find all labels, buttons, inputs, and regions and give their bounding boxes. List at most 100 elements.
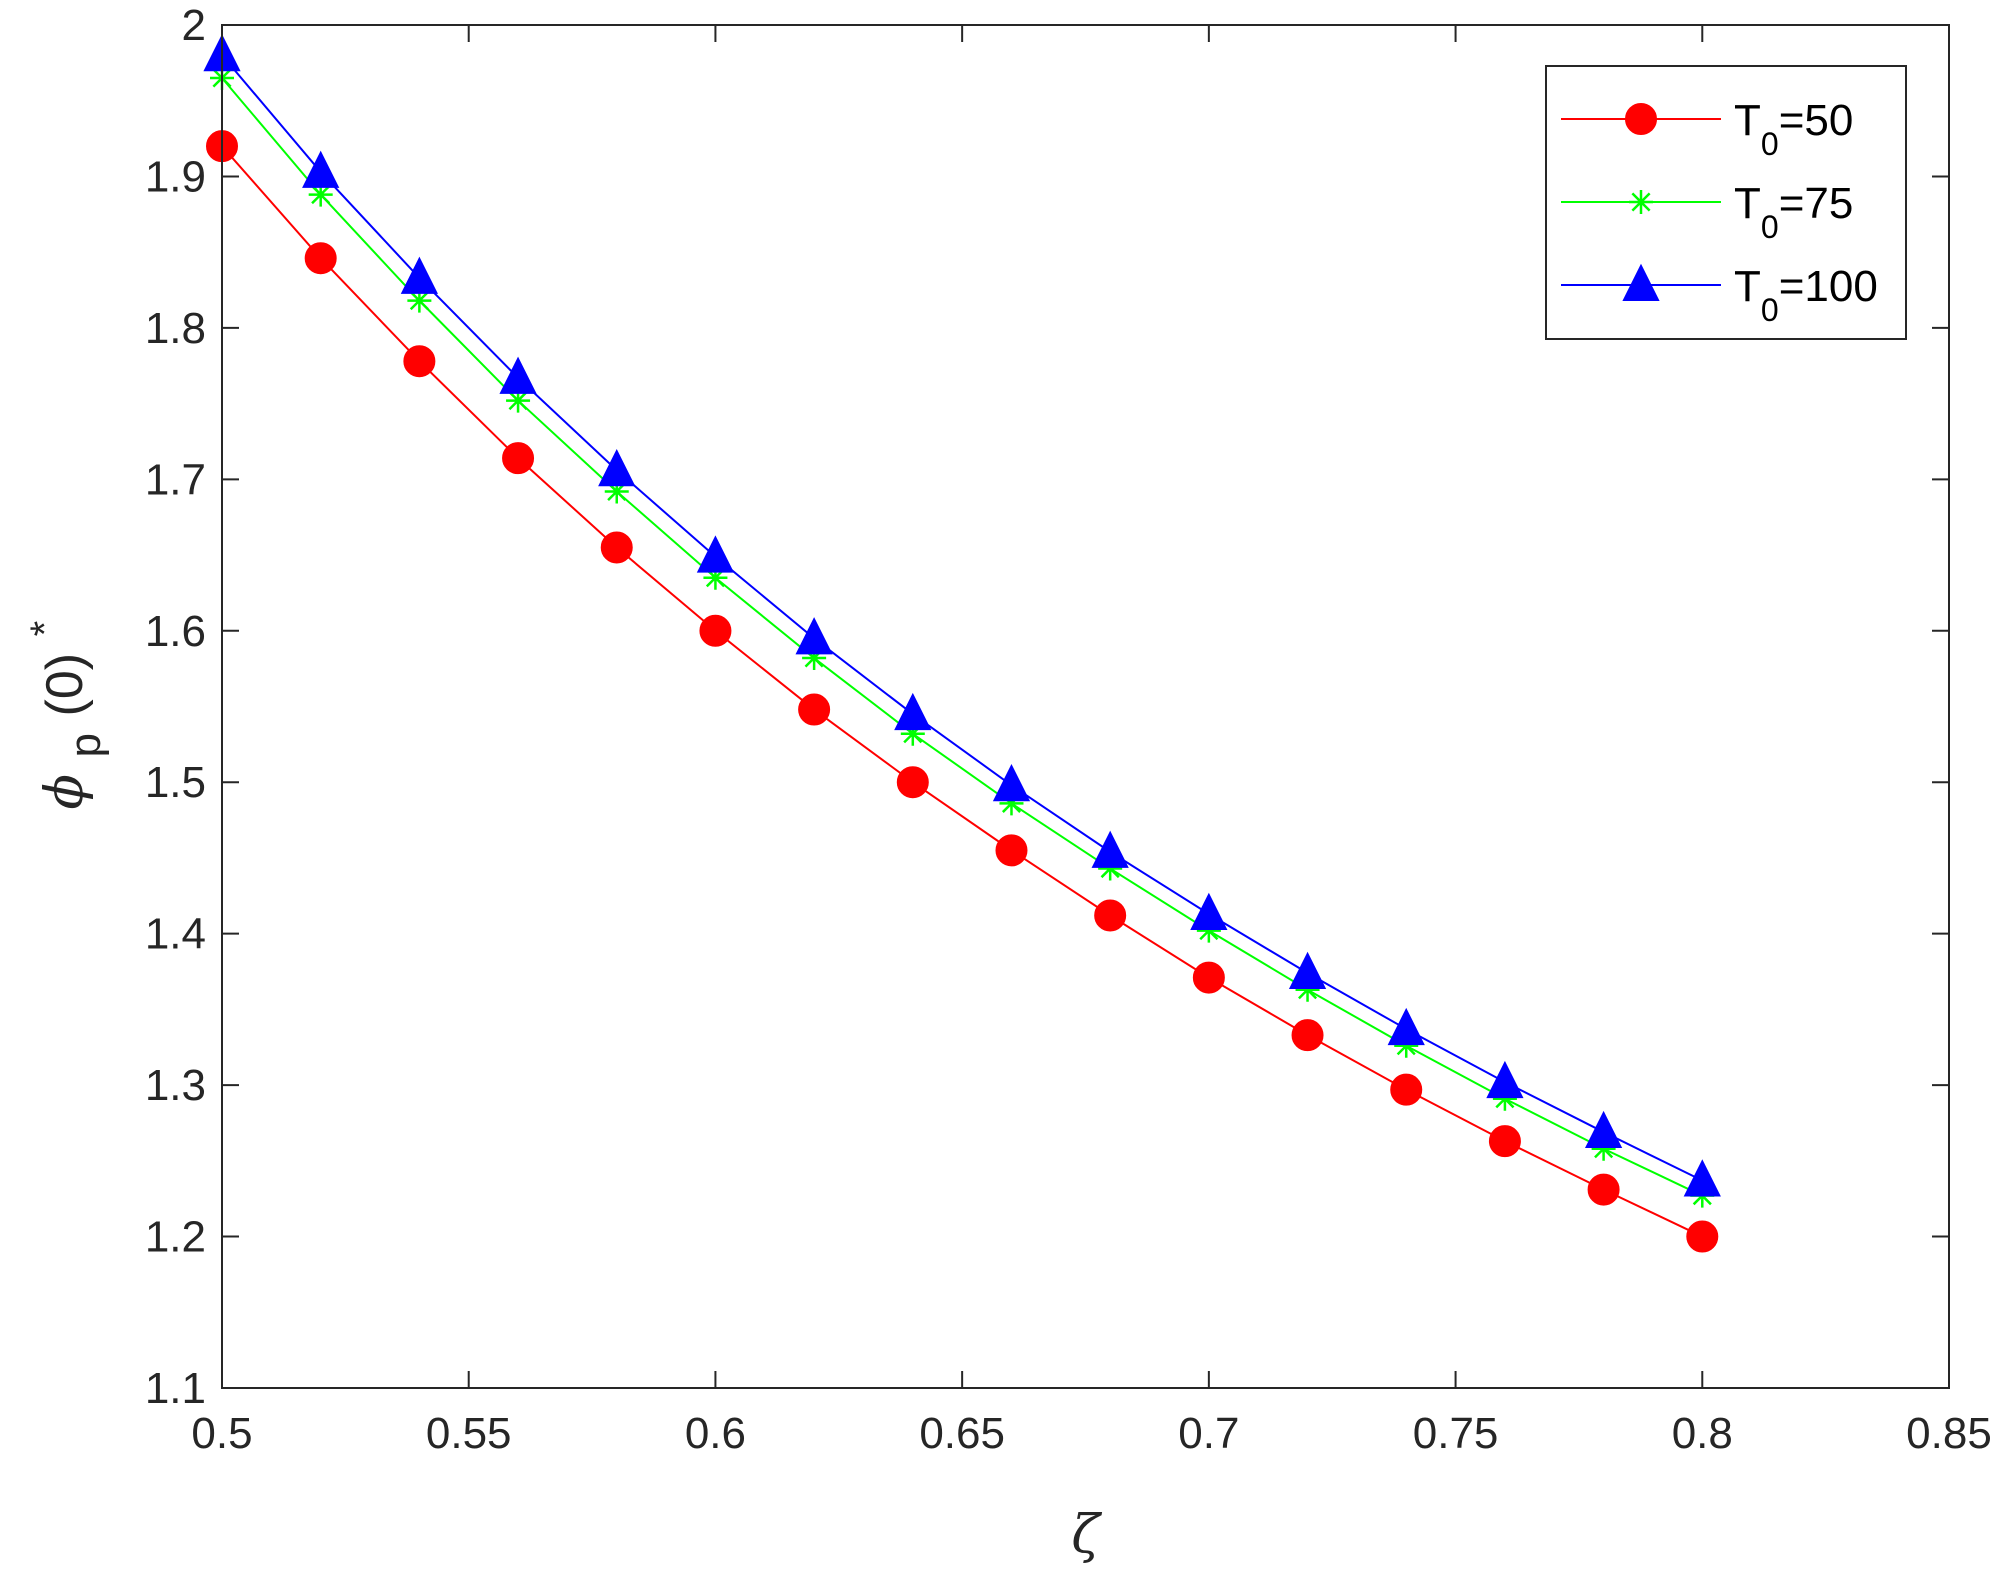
data-point — [1584, 1110, 1623, 1149]
plot-area — [203, 34, 1721, 1253]
data-point — [900, 721, 925, 746]
y-tick-label: 1.2 — [145, 1213, 206, 1262]
legend-label-value: =100 — [1779, 262, 1878, 311]
y-tick-label: 1.9 — [145, 152, 206, 201]
data-point — [1196, 918, 1221, 943]
legend-entry: T0=75 — [1561, 179, 1853, 245]
y-tick-label: 2 — [182, 1, 206, 50]
asterisk-strokes — [703, 565, 728, 590]
data-point — [1094, 899, 1127, 932]
asterisk-strokes — [506, 388, 531, 413]
data-point — [1387, 1007, 1425, 1046]
y-tick-label: 1.5 — [145, 758, 206, 807]
data-point — [1190, 892, 1228, 930]
data-point — [795, 617, 833, 655]
asterisk-strokes — [802, 646, 827, 671]
asterisk-strokes — [1591, 1136, 1616, 1161]
legend-label-base: T — [1734, 96, 1761, 145]
data-point — [403, 345, 436, 378]
y-axis-title-argument: (0) — [36, 653, 94, 717]
axes: 0.5 0.55 0.6 0.65 0.7 0.75 0.8 0.85 1.1 1.2 1.3 1.4… — [145, 1, 1992, 1458]
y-tick-label: 1.6 — [145, 607, 206, 656]
legend-label-subscript: 0 — [1761, 209, 1779, 245]
asterisk-strokes — [1629, 190, 1653, 214]
asterisk-strokes — [900, 721, 925, 746]
x-tick-label: 0.65 — [919, 1409, 1005, 1458]
legend-entry: T0=100 — [1561, 262, 1878, 328]
data-point — [499, 356, 537, 394]
series-line — [221, 145, 1703, 1238]
y-tick-label: 1.4 — [145, 910, 206, 959]
data-point — [999, 791, 1024, 816]
asterisk-strokes — [1394, 1033, 1419, 1058]
y-tick-label: 1.3 — [145, 1061, 206, 1110]
legend-label-subscript: 0 — [1761, 292, 1779, 328]
data-point — [1591, 1136, 1616, 1161]
y-tick-label: 1.8 — [145, 304, 206, 353]
legend-label: T0=50 — [1734, 96, 1853, 162]
asterisk-strokes — [1098, 856, 1123, 881]
data-point — [896, 766, 929, 799]
asterisk-strokes — [1295, 977, 1320, 1002]
plot-frame — [221, 24, 1950, 1389]
data-point — [1291, 1019, 1324, 1052]
x-tick-label: 0.7 — [1178, 1409, 1239, 1458]
data-point — [1486, 1060, 1524, 1099]
x-axis-title: ζ — [1071, 1505, 1102, 1565]
series-100 — [203, 34, 1721, 1197]
y-axis-title-superscript: * — [23, 621, 67, 637]
data-point — [302, 150, 340, 188]
y-axis-title: ϕ p (0) * — [23, 621, 113, 810]
legend-label-subscript: 0 — [1761, 126, 1779, 162]
data-point — [308, 182, 333, 207]
legend-label-value: =50 — [1779, 96, 1854, 145]
data-point — [1488, 1125, 1521, 1158]
data-point — [703, 565, 728, 590]
asterisk-strokes — [604, 479, 629, 504]
asterisk-strokes — [407, 288, 432, 313]
series-75 — [210, 66, 1715, 1208]
series-50 — [206, 130, 1719, 1253]
data-point — [600, 531, 633, 564]
data-point — [604, 479, 629, 504]
y-axis-title-subscript: p — [61, 733, 110, 757]
data-point — [1686, 1220, 1719, 1253]
series-line — [221, 77, 1703, 1197]
data-point — [802, 646, 827, 671]
x-tick-label: 0.8 — [1672, 1409, 1733, 1458]
y-tick-label: 1.7 — [145, 455, 206, 504]
data-point — [992, 764, 1031, 802]
asterisk-strokes — [1196, 918, 1221, 943]
x-tick-label: 0.6 — [685, 1409, 746, 1458]
legend-entry: T0=50 — [1561, 96, 1853, 162]
legend-marker — [1629, 190, 1653, 214]
data-point — [502, 442, 535, 475]
data-point — [894, 692, 932, 731]
legend-label: T0=75 — [1734, 179, 1853, 245]
asterisk-strokes — [999, 791, 1024, 816]
x-tick-label: 0.85 — [1906, 1409, 1992, 1458]
data-point — [1492, 1086, 1517, 1111]
data-point — [995, 834, 1028, 867]
legend-marker — [1622, 263, 1660, 301]
y-tick-label: 1.1 — [145, 1364, 206, 1413]
data-point — [696, 535, 735, 573]
legend-label-value: =75 — [1779, 179, 1854, 228]
data-point — [1394, 1033, 1419, 1058]
data-point — [1683, 1159, 1721, 1197]
legend-label: T0=100 — [1734, 262, 1878, 328]
data-point — [1091, 830, 1129, 868]
data-point — [598, 449, 636, 487]
data-point — [1192, 961, 1225, 994]
x-tick-label: 0.75 — [1413, 1409, 1499, 1458]
data-point — [400, 256, 438, 294]
x-tick-label: 0.5 — [191, 1409, 252, 1458]
data-point — [1390, 1073, 1423, 1106]
data-point — [1288, 951, 1327, 990]
y-axis-title-base: ϕ — [35, 774, 95, 809]
data-point — [506, 388, 531, 413]
data-point — [1587, 1173, 1620, 1206]
legend-label-base: T — [1734, 179, 1761, 228]
